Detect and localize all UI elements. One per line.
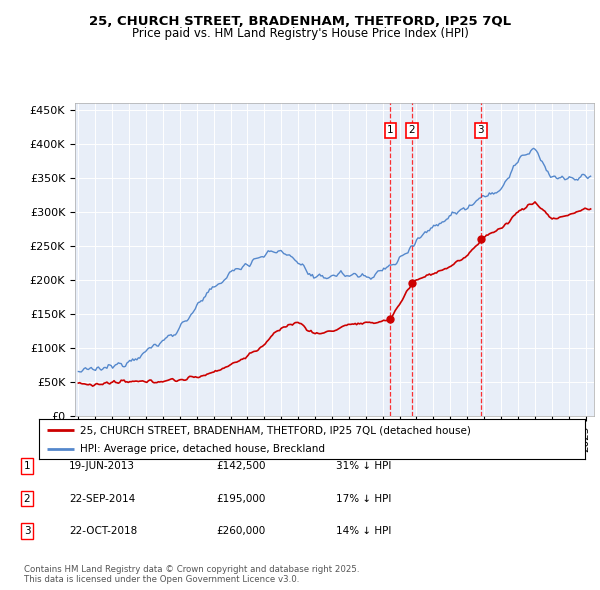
Text: 25, CHURCH STREET, BRADENHAM, THETFORD, IP25 7QL (detached house): 25, CHURCH STREET, BRADENHAM, THETFORD, …: [80, 425, 471, 435]
Text: 22-SEP-2014: 22-SEP-2014: [69, 494, 135, 503]
Text: 31% ↓ HPI: 31% ↓ HPI: [336, 461, 391, 471]
Text: 22-OCT-2018: 22-OCT-2018: [69, 526, 137, 536]
Text: 1: 1: [387, 126, 394, 136]
Text: 19-JUN-2013: 19-JUN-2013: [69, 461, 135, 471]
Text: 14% ↓ HPI: 14% ↓ HPI: [336, 526, 391, 536]
Text: Contains HM Land Registry data © Crown copyright and database right 2025.
This d: Contains HM Land Registry data © Crown c…: [24, 565, 359, 584]
Text: HPI: Average price, detached house, Breckland: HPI: Average price, detached house, Brec…: [80, 444, 325, 454]
Text: 17% ↓ HPI: 17% ↓ HPI: [336, 494, 391, 503]
Text: 2: 2: [23, 494, 31, 503]
Text: £195,000: £195,000: [216, 494, 265, 503]
Text: 2: 2: [409, 126, 415, 136]
Text: £260,000: £260,000: [216, 526, 265, 536]
Text: £142,500: £142,500: [216, 461, 265, 471]
Text: Price paid vs. HM Land Registry's House Price Index (HPI): Price paid vs. HM Land Registry's House …: [131, 27, 469, 40]
Text: 25, CHURCH STREET, BRADENHAM, THETFORD, IP25 7QL: 25, CHURCH STREET, BRADENHAM, THETFORD, …: [89, 15, 511, 28]
Text: 3: 3: [478, 126, 484, 136]
Text: 3: 3: [23, 526, 31, 536]
Text: 1: 1: [23, 461, 31, 471]
